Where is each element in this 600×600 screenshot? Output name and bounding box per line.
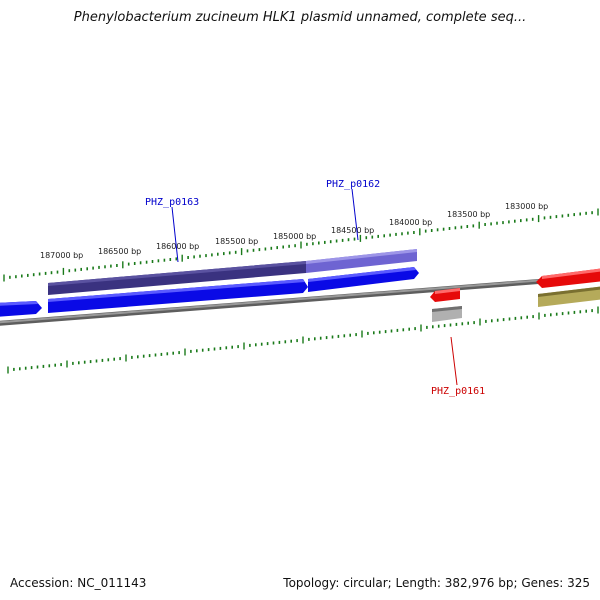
cds-feature-olive[interactable] [538, 286, 600, 307]
map-title: Phenylobacterium zucineum HLK1 plasmid u… [73, 10, 527, 25]
cds-feature-blue-arrow-highlight [48, 279, 305, 302]
gene-label-phz-p0161[interactable]: PHZ_p0161 [431, 386, 485, 397]
inner-ruler-ticks [7, 306, 599, 374]
cds-feature-blue-arrow-highlight [308, 267, 416, 282]
outer-ruler-labels: 187000 bp 186500 bp 186000 bp 185500 bp … [40, 202, 548, 260]
cds-feature-red-arrow-highlight [435, 288, 460, 294]
cds-feature-purple-light-highlight [306, 249, 417, 264]
cds-feature-gray-highlight [432, 306, 462, 312]
ruler-label: 185000 bp [273, 232, 316, 241]
cds-feature-purple-dark-highlight [48, 261, 306, 286]
ruler-label: 186000 bp [156, 242, 199, 251]
gene-label-phz-p0163[interactable]: PHZ_p0163 [145, 197, 199, 208]
gene-leader-line [450, 336, 458, 386]
ruler-label: 186500 bp [98, 247, 141, 256]
cds-feature-blue-arrow[interactable] [48, 279, 308, 313]
topology-summary-text: Topology: circular; Length: 382,976 bp; … [283, 576, 590, 590]
cds-feature-blue-arrow[interactable] [308, 267, 419, 292]
gene-label-phz-p0162[interactable]: PHZ_p0162 [326, 179, 380, 190]
cds-feature-olive-highlight [538, 286, 600, 297]
ruler-label: 184000 bp [389, 218, 432, 227]
accession-text: Accession: NC_011143 [10, 576, 147, 590]
outer-ruler-ticks [3, 208, 599, 282]
ruler-label: 183000 bp [505, 202, 548, 211]
ruler-label: 187000 bp [40, 251, 83, 260]
ruler-label: 183500 bp [447, 210, 490, 219]
backbone [0, 274, 600, 324]
gene-leader-line [351, 188, 359, 241]
gene-leader-line [171, 206, 179, 263]
cds-feature-blue-arrow-highlight [0, 301, 38, 306]
cds-feature-red-arrow-highlight [542, 268, 600, 279]
ruler-label: 185500 bp [215, 237, 258, 246]
ruler-label: 184500 bp [331, 226, 374, 235]
